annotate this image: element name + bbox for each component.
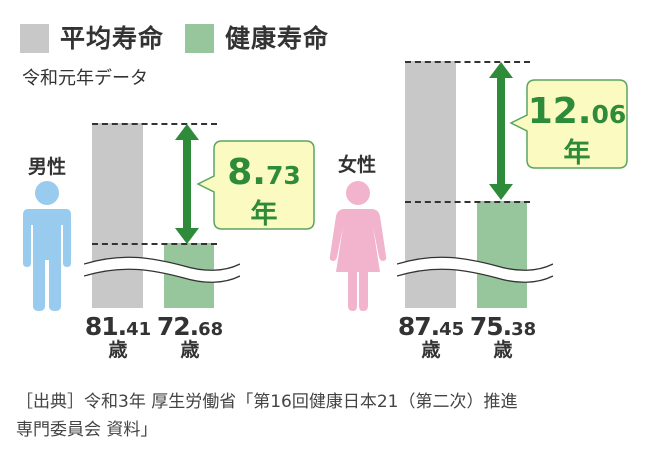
- male-healthy-line: [92, 243, 217, 245]
- source-line-2: 専門委員会 資料」: [16, 420, 158, 440]
- axis-break-icon: [84, 256, 240, 283]
- male-figure-icon: [23, 181, 71, 311]
- male-average-value: 81.41 歳: [84, 312, 152, 361]
- legend-swatch-healthy: [185, 24, 214, 53]
- female-healthy-line: [405, 201, 530, 203]
- source-line-1: ［出典］令和3年 厚生労働省「第16回健康日本21（第二次）推進: [16, 392, 518, 412]
- male-healthy-value: 72.68 歳: [156, 312, 224, 361]
- male-gap-value: 8.73 年: [227, 152, 301, 230]
- female-gap-arrow-icon: [489, 62, 513, 200]
- female-average-value: 87.45 歳: [397, 312, 465, 361]
- legend-label-average: 平均寿命: [60, 24, 165, 53]
- female-healthy-value: 75.38 歳: [469, 312, 537, 361]
- legend-label-healthy: 健康寿命: [225, 24, 330, 53]
- female-healthy-bar: [477, 201, 527, 308]
- male-label: 男性: [28, 156, 67, 178]
- female-gap-value: 12.06 年: [527, 91, 627, 169]
- axis-break-icon: [397, 256, 553, 283]
- legend-swatch-average: [20, 24, 49, 53]
- male-average-line: [92, 123, 217, 125]
- female-gap-callout: [509, 79, 628, 169]
- source-citation: ［出典］令和3年 厚生労働省「第16回健康日本21（第二次）推進 専門委員会 資…: [16, 388, 636, 444]
- data-year-subtitle: 令和元年データ: [22, 68, 148, 89]
- male-gap-arrow-icon: [175, 124, 199, 244]
- male-average-bar: [92, 123, 143, 308]
- female-label: 女性: [338, 154, 377, 176]
- female-figure-icon: [329, 181, 387, 311]
- male-gap-callout: [196, 140, 315, 230]
- female-average-line: [405, 61, 530, 63]
